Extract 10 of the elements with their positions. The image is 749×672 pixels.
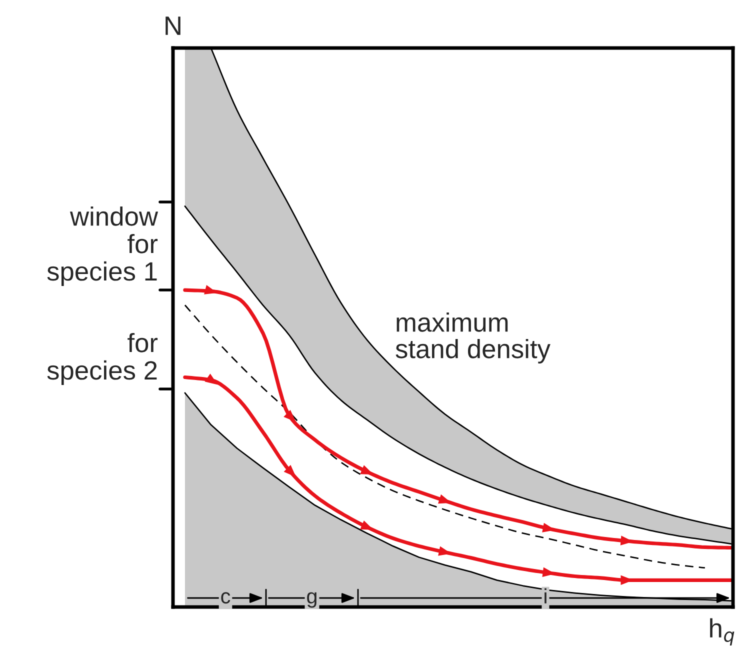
annotation: i: [544, 588, 546, 604]
annotation: maximum stand density: [396, 312, 550, 364]
y-axis-title: N: [166, 16, 180, 35]
point: [204, 374, 218, 385]
text: window for species 1: [47, 206, 158, 286]
text: for species 2: [47, 332, 158, 385]
x-axis-title: h$_{q}$: [710, 618, 734, 646]
annotation: g: [307, 592, 316, 608]
point: [204, 284, 218, 294]
annotation: c: [221, 592, 230, 604]
